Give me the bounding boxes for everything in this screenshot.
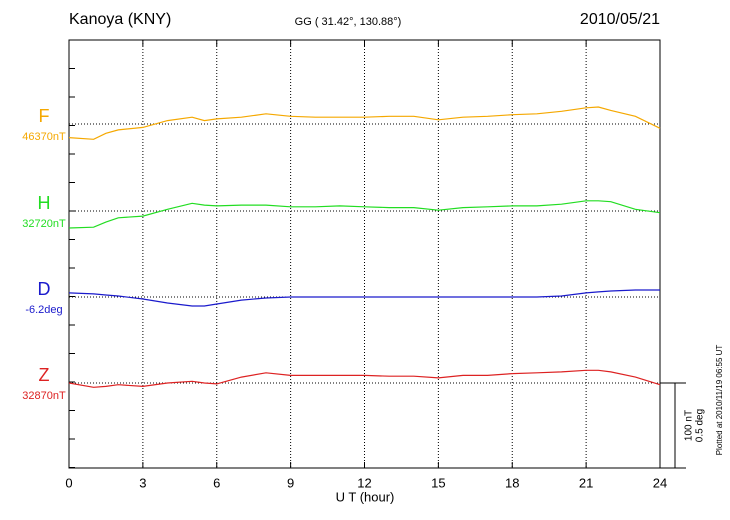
series-name: Z <box>39 365 50 385</box>
series-line <box>68 369 661 388</box>
series-line <box>68 200 661 229</box>
x-axis-label: U T (hour) <box>336 489 395 504</box>
plot-note: Plotted at 2010/11/19 06:55 UT <box>715 345 724 456</box>
series-line <box>68 289 660 307</box>
x-tick-label: 24 <box>653 475 667 490</box>
x-tick-label: 18 <box>505 475 519 490</box>
x-tick-label: 6 <box>213 475 220 490</box>
chart-date: 2010/05/21 <box>580 11 660 28</box>
x-tick-label: 21 <box>579 475 593 490</box>
series-line <box>68 106 661 140</box>
baseline-label: -6.2deg <box>25 304 62 316</box>
x-tick-label: 0 <box>65 475 72 490</box>
scale-label: 0.5 deg <box>695 409 706 442</box>
x-tick-label: 9 <box>287 475 294 490</box>
baseline-label: 46370nT <box>22 131 66 143</box>
series-name: H <box>38 193 51 213</box>
x-tick-label: 12 <box>357 475 371 490</box>
chart-title: Kanoya (KNY) <box>69 11 171 28</box>
x-tick-label: 3 <box>139 475 146 490</box>
x-tick-label: 15 <box>431 475 445 490</box>
chart-subtitle: GG ( 31.42°, 130.88°) <box>295 16 402 28</box>
baseline-label: 32870nT <box>22 390 66 402</box>
series-name: D <box>38 279 51 299</box>
series-name: F <box>39 106 50 126</box>
scale-label: 100 nT <box>684 410 695 441</box>
baseline-label: 32720nT <box>22 218 66 230</box>
